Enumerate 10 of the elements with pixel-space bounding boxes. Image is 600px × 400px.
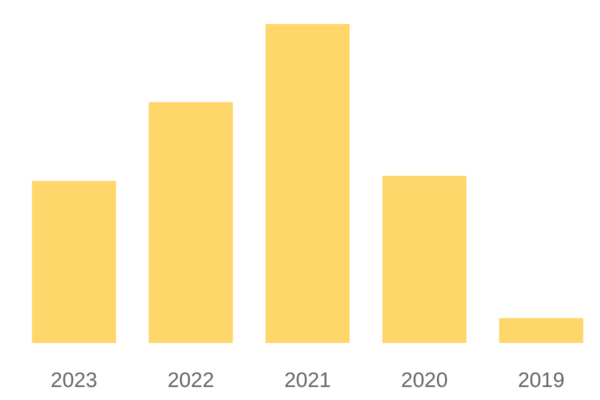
x-tick-label: 2022 [167, 369, 214, 392]
bar [148, 102, 233, 343]
x-tick-label: 2020 [401, 369, 448, 392]
x-tick-label: 2023 [50, 369, 98, 392]
bar [32, 180, 116, 343]
bar [382, 176, 466, 343]
x-tick-label: 2019 [518, 369, 565, 392]
x-tick-label: 2021 [284, 369, 331, 392]
bar [499, 318, 584, 343]
bar [266, 24, 350, 343]
